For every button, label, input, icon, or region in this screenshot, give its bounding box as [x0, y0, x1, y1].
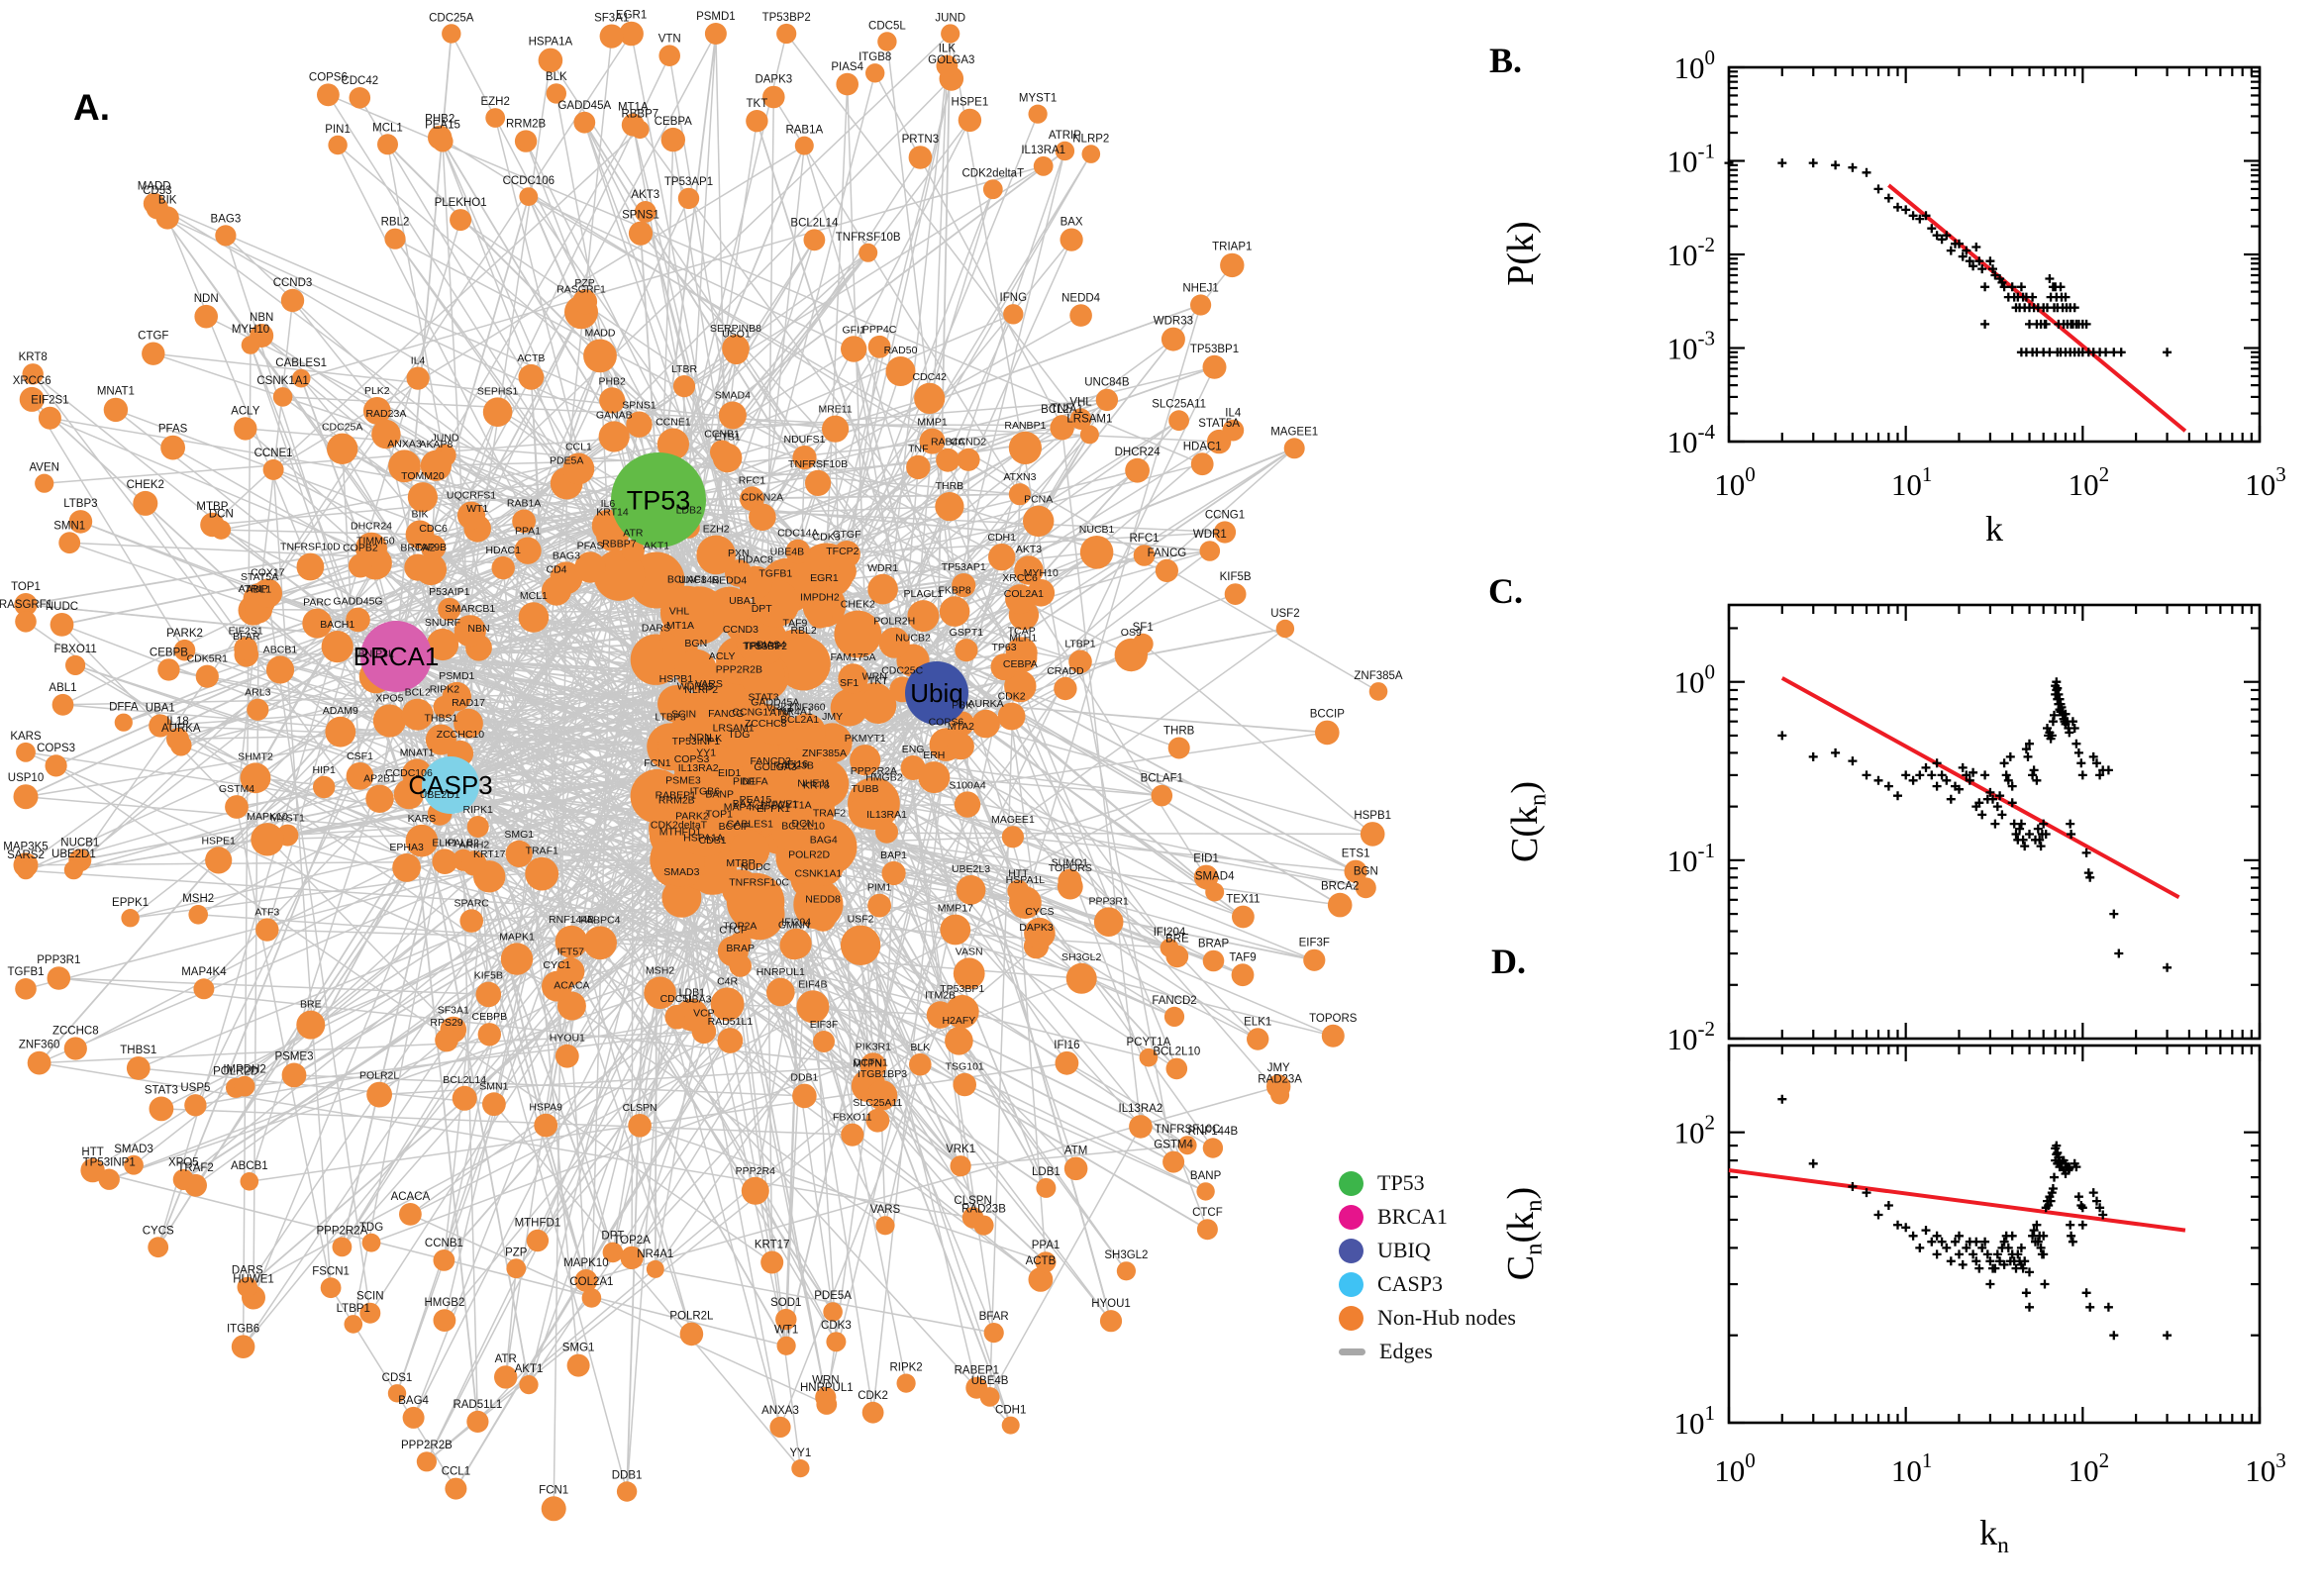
y-axis-title: C(kn) — [1504, 781, 1551, 862]
scatter-points — [1724, 158, 2172, 357]
axis-ticks — [1727, 65, 2262, 444]
legend-item: UBIQ — [1339, 1234, 1516, 1267]
network-node-labels: BCCIPPOLR2DWRNUBA1PIAS4IFI16YY1ATMFANCD2… — [0, 10, 1403, 1497]
hub-node-ubiq[interactable] — [905, 661, 968, 725]
plot-panel-c: 100 10-1 10-2 C(kn) — [1504, 603, 2262, 1056]
legend-item-label: UBIQ — [1377, 1238, 1431, 1262]
legend-item: CASP3 — [1339, 1267, 1516, 1301]
y-axis-title: Cn(kn) — [1500, 1187, 1547, 1280]
legend-item-label: CASP3 — [1377, 1271, 1444, 1296]
hub-node-casp3[interactable] — [422, 756, 479, 814]
svg-text:101: 101 — [1674, 1401, 1716, 1441]
x-axis-title: kn​ — [1979, 1513, 2009, 1558]
svg-text:101: 101 — [1891, 1448, 1933, 1488]
legend-item: TP53 — [1339, 1166, 1516, 1200]
legend-item-label: Non-Hub nodes — [1377, 1305, 1516, 1330]
network-hub-labels: TP53 BRCA1 Ubiq CASP3 — [354, 485, 963, 800]
plot-panel-d: 102 101 100 101 102 103 Cn(kn) kn​ — [1500, 1044, 2286, 1558]
svg-text:102: 102 — [1674, 1111, 1716, 1150]
fit-line — [1728, 1168, 2186, 1233]
legend-item-label: Edges — [1379, 1339, 1433, 1363]
axis-ticks — [1727, 605, 2262, 1041]
legend-node-swatch — [1339, 1170, 1364, 1196]
scatter-points — [1777, 1094, 2172, 1341]
svg-text:103: 103 — [2245, 462, 2286, 502]
network-hub-nodes[interactable] — [360, 452, 968, 814]
legend-item-label: TP53 — [1377, 1170, 1425, 1195]
svg-text:10-2: 10-2 — [1667, 233, 1716, 272]
svg-text:100: 100 — [1674, 46, 1716, 85]
svg-text:10-1: 10-1 — [1667, 839, 1716, 878]
legend-node-swatch — [1339, 1305, 1364, 1331]
hub-label-tp53: TP53 — [627, 485, 691, 515]
network-legend: TP53 BRCA1 UBIQ CASP3 Non-Hub nodes Edges — [1339, 1166, 1516, 1368]
tick-labels: 102 101 100 101 102 103 — [1674, 1111, 2286, 1488]
plot-frame — [1727, 603, 2262, 1041]
legend-node-swatch — [1339, 1271, 1364, 1297]
legend-node-swatch — [1339, 1238, 1364, 1263]
svg-text:10-3: 10-3 — [1667, 327, 1716, 366]
legend-node-swatch — [1339, 1204, 1364, 1230]
plot-frame — [1727, 65, 2262, 444]
svg-text:100: 100 — [1714, 462, 1756, 502]
panel-d-label: D. — [1491, 942, 1526, 981]
svg-text:10-4: 10-4 — [1667, 420, 1716, 459]
svg-text:103: 103 — [2245, 1448, 2286, 1488]
hub-node-tp53[interactable] — [611, 452, 706, 548]
fit-line — [1780, 676, 2180, 900]
svg-text:102: 102 — [2069, 1448, 2110, 1488]
y-axis-title: P(k) — [1500, 221, 1542, 285]
hub-node-brca1[interactable] — [360, 621, 432, 692]
scatter-points — [1777, 677, 2172, 972]
hub-label-brca1: BRCA1 — [354, 642, 440, 671]
svg-text:10-1: 10-1 — [1667, 140, 1716, 179]
legend-item: Non-Hub nodes — [1339, 1301, 1516, 1335]
plot-frame — [1727, 1044, 2262, 1425]
legend-item: BRCA1 — [1339, 1200, 1516, 1234]
hub-label-ubiq: Ubiq — [910, 678, 962, 708]
axis-ticks — [1727, 1046, 2262, 1425]
legend-edge-swatch — [1339, 1347, 1365, 1355]
tick-labels: 100 10-1 10-2 — [1667, 660, 1716, 1056]
svg-text:101: 101 — [1891, 462, 1933, 502]
network-nodes[interactable] — [13, 21, 1388, 1522]
panel-b-label: B. — [1489, 41, 1523, 80]
svg-text:10-2: 10-2 — [1667, 1017, 1716, 1056]
legend-item: Edges — [1339, 1335, 1516, 1368]
network-graph: BCCIPPOLR2DWRNUBA1PIAS4IFI16YY1ATMFANCD2… — [0, 10, 1403, 1522]
legend-item-label: BRCA1 — [1377, 1204, 1448, 1229]
hub-label-casp3: CASP3 — [408, 770, 492, 800]
svg-text:102: 102 — [2069, 462, 2110, 502]
x-axis-title: k — [1985, 509, 2003, 549]
panel-a-label: A. — [73, 87, 110, 128]
panel-c-label: C. — [1488, 571, 1523, 611]
svg-text:100: 100 — [1714, 1448, 1756, 1488]
svg-text:100: 100 — [1674, 660, 1716, 700]
